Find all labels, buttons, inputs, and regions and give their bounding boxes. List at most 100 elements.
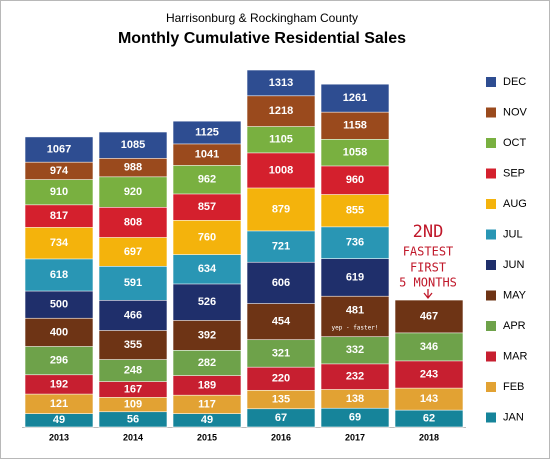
data-label: 920 <box>124 186 142 198</box>
data-label: 1158 <box>343 120 367 132</box>
legend-label: FEB <box>503 381 524 393</box>
legend-label: AUG <box>503 198 527 210</box>
legend-label: JUN <box>503 259 524 271</box>
data-label: 962 <box>198 174 216 186</box>
data-label: 697 <box>124 246 142 258</box>
legend-swatch <box>486 107 496 118</box>
legend-swatch <box>486 351 496 362</box>
x-tick-label: 2017 <box>345 432 365 442</box>
legend-label: OCT <box>503 137 527 149</box>
data-label: 454 <box>272 316 291 328</box>
data-label: 500 <box>50 299 68 311</box>
legend-swatch <box>486 321 496 331</box>
legend-swatch <box>486 290 496 301</box>
data-label: 121 <box>50 398 68 410</box>
bar-segment <box>246 408 316 428</box>
data-label: 346 <box>420 341 438 353</box>
data-label: 192 <box>50 378 68 390</box>
data-label: 466 <box>124 309 142 321</box>
chart-title: Monthly Cumulative Residential Sales <box>118 30 406 47</box>
bar-segment <box>394 409 464 428</box>
legend-swatch <box>486 168 496 179</box>
data-label: 332 <box>346 344 364 356</box>
data-label: 355 <box>124 339 142 351</box>
data-label: 721 <box>272 241 290 253</box>
data-label: 243 <box>420 368 438 380</box>
legend-label: JUL <box>503 228 523 240</box>
data-label: 220 <box>272 373 290 385</box>
data-label: 1041 <box>195 149 219 161</box>
bar-segment <box>24 413 94 428</box>
data-label: 1067 <box>47 143 71 155</box>
data-label: 817 <box>50 210 68 222</box>
data-label: 467 <box>420 310 438 322</box>
legend-swatch <box>486 229 496 240</box>
data-label: 910 <box>50 186 68 198</box>
legend-label: NOV <box>503 106 528 118</box>
bar-segment <box>98 411 168 428</box>
legend-label: DEC <box>503 76 526 88</box>
bar-segment <box>320 407 390 428</box>
x-tick-label: 2016 <box>271 432 291 442</box>
data-label: 606 <box>272 277 290 289</box>
data-label: 960 <box>346 174 364 186</box>
data-label: 1261 <box>343 92 367 104</box>
annotation: 5 MONTHS <box>399 276 457 290</box>
legend-swatch <box>486 412 496 423</box>
data-label: 855 <box>346 205 364 217</box>
data-label: 392 <box>198 329 216 341</box>
data-label: 232 <box>346 371 364 383</box>
x-tick-label: 2014 <box>123 432 143 442</box>
data-label: 400 <box>50 326 68 338</box>
data-label: 591 <box>124 277 142 289</box>
legend-swatch <box>486 260 496 270</box>
bars <box>24 69 464 428</box>
data-label: 734 <box>50 237 69 249</box>
data-label: 857 <box>198 201 216 213</box>
data-label: 1058 <box>343 147 367 159</box>
data-label: 1105 <box>269 134 293 146</box>
legend-label: SEP <box>503 167 525 179</box>
annotation: FIRST <box>410 261 446 275</box>
legend-swatch <box>486 138 496 148</box>
data-label: 296 <box>50 355 68 367</box>
data-label: 634 <box>198 263 217 275</box>
data-label: 974 <box>50 165 69 177</box>
data-label: 1085 <box>121 139 145 151</box>
data-label: 282 <box>198 357 216 369</box>
x-tick-label: 2015 <box>197 432 217 442</box>
data-label: 49 <box>201 414 213 426</box>
data-label: 138 <box>346 393 364 405</box>
data-label: 1313 <box>269 77 293 89</box>
legend-swatch <box>486 77 496 87</box>
data-label: 49 <box>53 414 65 426</box>
data-label: 736 <box>346 237 364 249</box>
x-tick-label: 2013 <box>49 432 69 442</box>
annotation: yep - faster! <box>332 325 379 332</box>
bar-segment <box>172 413 242 428</box>
data-label: 481 <box>346 304 364 316</box>
data-label: 879 <box>272 203 290 215</box>
annotation: FASTEST <box>403 245 454 259</box>
legend-label: MAY <box>503 289 527 301</box>
data-label: 135 <box>272 393 290 405</box>
data-label: 760 <box>198 231 216 243</box>
data-label: 67 <box>275 412 287 424</box>
data-label: 808 <box>124 216 142 228</box>
data-label: 56 <box>127 413 139 425</box>
data-label: 62 <box>423 412 435 424</box>
data-label: 526 <box>198 296 216 308</box>
data-label: 1125 <box>195 126 219 138</box>
data-label: 988 <box>124 162 142 174</box>
data-label: 167 <box>124 383 142 395</box>
data-label: 619 <box>346 271 364 283</box>
data-label: 248 <box>124 364 142 376</box>
x-tick-label: 2018 <box>419 432 439 442</box>
data-label: 618 <box>50 269 68 281</box>
data-label: 189 <box>198 379 216 391</box>
legend-label: MAR <box>503 350 528 362</box>
annotation-arrow <box>423 289 433 300</box>
data-label: 143 <box>420 393 438 405</box>
